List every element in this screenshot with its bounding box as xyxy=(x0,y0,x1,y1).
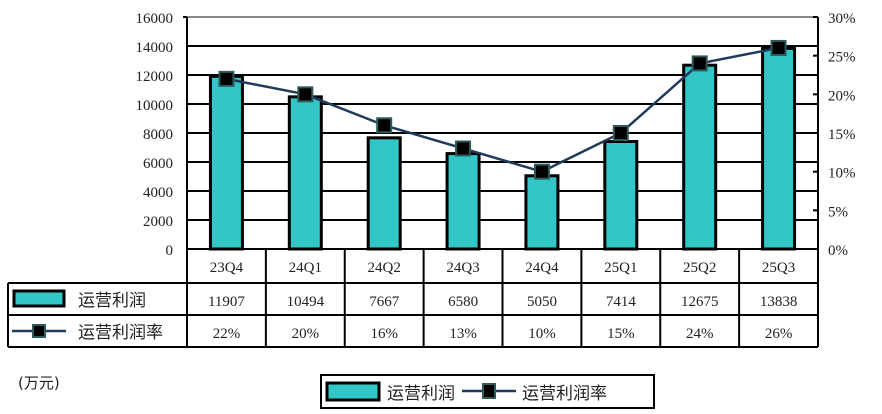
bar xyxy=(682,63,718,251)
x-category-label: 24Q3 xyxy=(446,260,479,276)
y2-tick-label: 20% xyxy=(828,88,856,104)
rate-marker xyxy=(297,86,314,103)
y-tick-label: 10000 xyxy=(136,98,174,114)
rate-value-cell: 10% xyxy=(528,326,556,342)
rate-value-cell: 20% xyxy=(292,326,320,342)
y2-tick-label: 5% xyxy=(828,204,848,220)
y2-tick-label: 0% xyxy=(828,243,848,259)
y2-tick-label: 25% xyxy=(828,50,856,66)
rate-marker xyxy=(376,117,393,134)
rate-marker xyxy=(612,125,629,141)
rate-marker xyxy=(691,55,708,72)
rate-value-cell: 13% xyxy=(449,326,477,342)
x-category-label: 25Q3 xyxy=(762,260,795,276)
bar-value-cell: 11907 xyxy=(208,294,245,310)
y-tick-label: 8000 xyxy=(143,127,173,143)
line-legend-marker xyxy=(32,324,46,338)
rate-marker xyxy=(770,39,787,56)
bar xyxy=(208,74,244,251)
x-category-label: 24Q2 xyxy=(368,260,401,276)
bar xyxy=(761,46,797,251)
x-category-label: 24Q4 xyxy=(525,260,559,276)
y-tick-label: 14000 xyxy=(136,40,174,56)
y2-tick-label: 30% xyxy=(828,11,856,27)
legend-line-label: 运营利润率 xyxy=(522,384,607,404)
y-tick-label: 6000 xyxy=(143,156,173,172)
y-tick-label: 16000 xyxy=(136,11,174,27)
bar-value-cell: 7414 xyxy=(606,294,637,310)
bar-legend-swatch xyxy=(12,289,66,308)
line-series-label: 运营利润率 xyxy=(78,323,163,343)
rate-value-cell: 22% xyxy=(213,326,241,342)
rate-marker xyxy=(533,163,550,180)
bar-value-cell: 12675 xyxy=(681,294,719,310)
legend-bar-swatch xyxy=(325,381,381,402)
rate-marker xyxy=(455,140,472,157)
rate-marker xyxy=(218,70,235,87)
legend-line-marker xyxy=(482,383,496,399)
y-tick-label: 4000 xyxy=(143,185,173,201)
bar xyxy=(445,152,481,251)
bar xyxy=(603,139,639,251)
x-category-label: 25Q2 xyxy=(683,260,716,276)
bar-series-label: 运营利润 xyxy=(78,291,146,311)
rate-value-cell: 24% xyxy=(686,326,714,342)
x-category-label: 24Q1 xyxy=(289,260,322,276)
y2-tick-label: 15% xyxy=(828,127,856,143)
rate-line xyxy=(226,46,779,174)
bar-value-cell: 13838 xyxy=(760,294,798,310)
unit-label: (万元) xyxy=(18,374,60,392)
bar-value-cell: 10494 xyxy=(287,294,325,310)
rate-value-cell: 16% xyxy=(370,326,398,342)
x-category-label: 23Q4 xyxy=(210,260,244,276)
bar-value-cell: 5050 xyxy=(527,294,557,310)
y-tick-label: 2000 xyxy=(143,214,173,230)
bar-value-cell: 6580 xyxy=(448,294,478,310)
y-tick-label: 0 xyxy=(166,243,174,259)
y-tick-label: 12000 xyxy=(136,69,174,85)
legend-bar-label: 运营利润 xyxy=(387,384,455,404)
rate-value-cell: 26% xyxy=(765,326,793,342)
rate-value-cell: 15% xyxy=(607,326,635,342)
x-category-label: 25Q1 xyxy=(604,260,637,276)
bar-value-cell: 7667 xyxy=(369,294,400,310)
y2-tick-label: 10% xyxy=(828,166,856,182)
bar xyxy=(366,136,402,251)
bar xyxy=(524,174,560,251)
bar xyxy=(287,95,323,251)
